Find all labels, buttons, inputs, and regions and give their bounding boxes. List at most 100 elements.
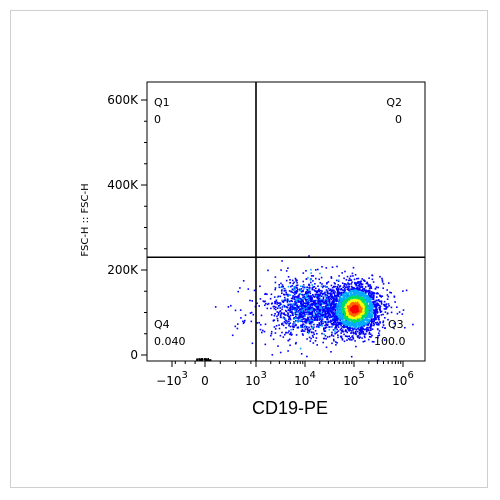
event-point bbox=[315, 299, 317, 302]
event-point bbox=[333, 282, 336, 284]
event-point bbox=[338, 301, 341, 304]
event-point bbox=[337, 284, 339, 286]
event-point bbox=[353, 328, 355, 330]
event-point bbox=[365, 311, 367, 313]
event-point bbox=[401, 313, 404, 315]
event-point bbox=[252, 313, 255, 316]
event-point bbox=[349, 337, 352, 339]
event-point bbox=[354, 330, 357, 333]
event-point bbox=[312, 286, 314, 288]
event-point bbox=[358, 323, 360, 326]
event-point bbox=[358, 298, 360, 300]
event-point bbox=[264, 304, 266, 307]
event-point bbox=[355, 315, 358, 318]
event-point bbox=[330, 284, 333, 287]
event-point bbox=[299, 299, 301, 301]
event-point bbox=[351, 295, 354, 297]
event-point bbox=[292, 323, 294, 325]
event-point bbox=[358, 281, 360, 283]
event-point bbox=[333, 313, 335, 316]
event-point bbox=[402, 290, 404, 292]
event-point bbox=[274, 313, 276, 315]
event-point bbox=[332, 313, 334, 316]
event-point bbox=[318, 312, 321, 314]
event-point bbox=[317, 294, 320, 296]
event-point bbox=[337, 308, 340, 310]
event-point bbox=[344, 320, 346, 322]
event-point bbox=[354, 306, 356, 308]
event-point bbox=[306, 288, 308, 291]
event-point bbox=[363, 333, 366, 336]
event-point bbox=[359, 336, 361, 338]
event-point bbox=[349, 339, 351, 341]
event-point bbox=[341, 288, 343, 291]
event-point bbox=[375, 305, 378, 308]
event-point bbox=[405, 289, 408, 292]
event-point bbox=[332, 324, 335, 326]
event-point bbox=[340, 332, 342, 334]
event-point bbox=[325, 299, 328, 302]
event-point bbox=[341, 339, 344, 341]
event-point bbox=[357, 294, 359, 297]
event-point bbox=[312, 328, 315, 330]
event-point bbox=[340, 313, 343, 316]
event-point bbox=[361, 327, 364, 329]
event-point bbox=[316, 291, 318, 293]
event-point bbox=[310, 307, 313, 309]
event-point bbox=[279, 304, 281, 307]
event-point bbox=[308, 289, 310, 292]
event-point bbox=[345, 314, 347, 317]
event-point bbox=[207, 358, 209, 360]
event-point bbox=[330, 351, 332, 353]
event-point bbox=[266, 303, 269, 306]
event-point bbox=[370, 318, 373, 320]
event-point bbox=[269, 297, 272, 300]
event-point bbox=[358, 332, 361, 335]
event-point bbox=[320, 312, 322, 315]
event-point bbox=[298, 314, 300, 316]
event-point bbox=[294, 309, 296, 312]
event-point bbox=[302, 306, 304, 309]
event-point bbox=[298, 301, 301, 303]
event-point bbox=[354, 313, 357, 316]
event-point bbox=[305, 305, 308, 307]
event-point bbox=[369, 312, 372, 315]
event-point bbox=[329, 292, 332, 294]
event-point bbox=[275, 306, 277, 308]
event-point bbox=[340, 336, 343, 339]
event-point bbox=[354, 301, 357, 304]
event-point bbox=[356, 322, 359, 324]
event-point bbox=[335, 324, 337, 326]
event-point bbox=[295, 334, 298, 336]
event-point bbox=[339, 335, 342, 338]
event-point bbox=[374, 315, 376, 317]
event-point bbox=[376, 328, 379, 330]
event-point bbox=[372, 308, 374, 310]
event-point bbox=[339, 312, 341, 314]
event-point bbox=[323, 316, 326, 319]
event-point bbox=[304, 299, 307, 301]
event-point bbox=[372, 309, 375, 311]
event-point bbox=[351, 286, 353, 289]
event-point bbox=[300, 288, 303, 290]
event-point bbox=[332, 306, 334, 308]
event-point bbox=[359, 311, 361, 314]
event-point bbox=[305, 302, 307, 305]
event-point bbox=[270, 314, 273, 316]
event-point bbox=[314, 340, 317, 342]
event-point bbox=[234, 309, 237, 312]
event-point bbox=[357, 334, 360, 337]
event-point bbox=[359, 299, 362, 302]
event-point bbox=[361, 320, 364, 322]
event-point bbox=[370, 320, 373, 322]
event-point bbox=[351, 300, 353, 303]
event-point bbox=[356, 301, 359, 304]
event-point bbox=[335, 325, 338, 328]
event-point bbox=[303, 330, 306, 332]
event-point bbox=[292, 296, 294, 298]
event-point bbox=[277, 313, 280, 315]
event-point bbox=[341, 329, 344, 331]
event-point bbox=[333, 298, 336, 300]
event-point bbox=[282, 316, 285, 319]
event-point bbox=[361, 321, 363, 324]
